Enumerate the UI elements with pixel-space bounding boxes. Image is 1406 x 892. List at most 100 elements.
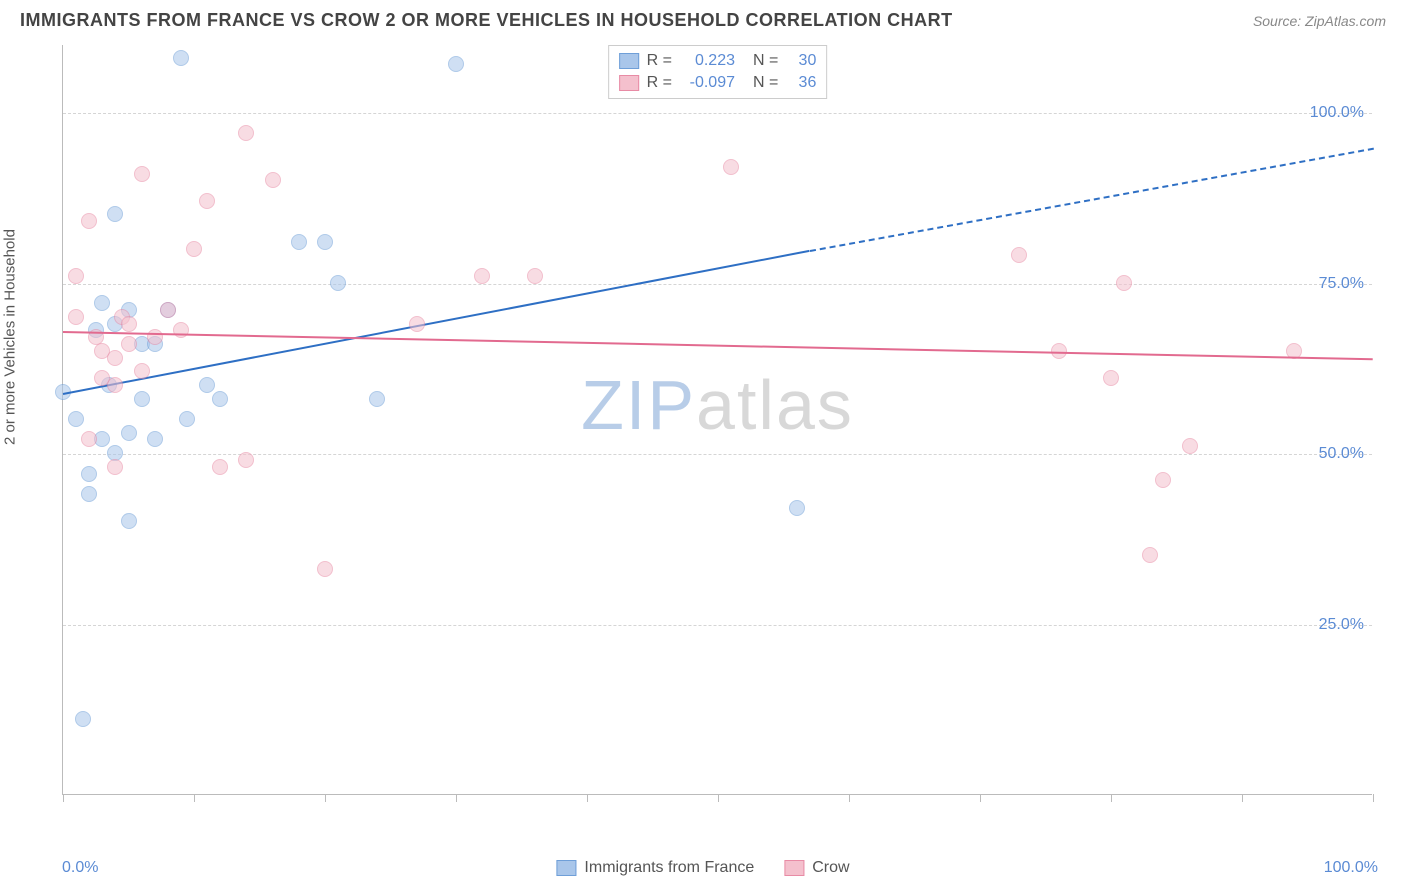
- scatter-point: [107, 459, 123, 475]
- scatter-point: [81, 431, 97, 447]
- scatter-point: [1116, 275, 1132, 291]
- scatter-point: [330, 275, 346, 291]
- scatter-point: [134, 363, 150, 379]
- scatter-point: [1142, 547, 1158, 563]
- x-tick: [718, 794, 719, 802]
- scatter-point: [107, 377, 123, 393]
- legend-correlation-row: R = -0.097 N = 36: [619, 72, 817, 94]
- chart-title: IMMIGRANTS FROM FRANCE VS CROW 2 OR MORE…: [20, 10, 953, 31]
- x-tick: [325, 794, 326, 802]
- legend-correlation-row: R = 0.223 N = 30: [619, 50, 817, 72]
- scatter-point: [121, 336, 137, 352]
- scatter-point: [199, 193, 215, 209]
- scatter-point: [369, 391, 385, 407]
- x-tick: [194, 794, 195, 802]
- scatter-point: [199, 377, 215, 393]
- x-tick: [63, 794, 64, 802]
- legend-n-value: 36: [786, 74, 816, 92]
- scatter-point: [317, 234, 333, 250]
- scatter-point: [94, 295, 110, 311]
- scatter-point: [212, 391, 228, 407]
- legend-swatch: [619, 75, 639, 91]
- scatter-point: [1011, 247, 1027, 263]
- scatter-point: [1103, 370, 1119, 386]
- chart-container: 2 or more Vehicles in Household ZIPatlas…: [20, 45, 1386, 845]
- scatter-point: [160, 302, 176, 318]
- x-tick: [587, 794, 588, 802]
- legend-swatch: [784, 860, 804, 876]
- x-tick: [1111, 794, 1112, 802]
- scatter-point: [81, 213, 97, 229]
- gridline: [63, 113, 1372, 114]
- scatter-point: [238, 452, 254, 468]
- source-attribution: Source: ZipAtlas.com: [1253, 13, 1386, 29]
- legend-swatch: [619, 53, 639, 69]
- scatter-point: [134, 391, 150, 407]
- scatter-point: [68, 268, 84, 284]
- y-tick-label: 100.0%: [1310, 104, 1364, 122]
- scatter-point: [81, 486, 97, 502]
- scatter-point: [147, 431, 163, 447]
- scatter-point: [317, 561, 333, 577]
- legend-series-item: Crow: [784, 859, 849, 877]
- scatter-plot: ZIPatlas R = 0.223 N = 30 R = -0.097 N = 36 25.…: [62, 45, 1372, 795]
- legend-series-item: Immigrants from France: [556, 859, 754, 877]
- scatter-point: [1155, 472, 1171, 488]
- y-tick-label: 25.0%: [1319, 616, 1364, 634]
- legend-series-label: Immigrants from France: [584, 859, 754, 877]
- x-axis-max-label: 100.0%: [1324, 859, 1378, 877]
- scatter-point: [173, 50, 189, 66]
- gridline: [63, 284, 1372, 285]
- legend-n-label: N =: [753, 52, 778, 70]
- regression-line: [810, 147, 1374, 251]
- legend-series-label: Crow: [812, 859, 849, 877]
- scatter-point: [134, 166, 150, 182]
- legend-r-label: R =: [647, 52, 672, 70]
- legend-n-label: N =: [753, 74, 778, 92]
- scatter-point: [409, 316, 425, 332]
- legend-r-value: 0.223: [680, 52, 735, 70]
- scatter-point: [121, 425, 137, 441]
- scatter-point: [291, 234, 307, 250]
- gridline: [63, 625, 1372, 626]
- scatter-point: [265, 172, 281, 188]
- legend-n-value: 30: [786, 52, 816, 70]
- scatter-point: [147, 329, 163, 345]
- x-tick: [1373, 794, 1374, 802]
- scatter-point: [1182, 438, 1198, 454]
- x-tick: [456, 794, 457, 802]
- scatter-point: [238, 125, 254, 141]
- scatter-point: [186, 241, 202, 257]
- watermark-part2: atlas: [696, 366, 854, 444]
- scatter-point: [723, 159, 739, 175]
- legend-correlation: R = 0.223 N = 30 R = -0.097 N = 36: [608, 45, 828, 99]
- scatter-point: [121, 513, 137, 529]
- scatter-point: [68, 411, 84, 427]
- scatter-point: [107, 350, 123, 366]
- scatter-point: [474, 268, 490, 284]
- gridline: [63, 454, 1372, 455]
- x-tick: [1242, 794, 1243, 802]
- scatter-point: [81, 466, 97, 482]
- scatter-point: [121, 316, 137, 332]
- x-tick: [980, 794, 981, 802]
- watermark: ZIPatlas: [581, 365, 854, 445]
- y-tick-label: 50.0%: [1319, 445, 1364, 463]
- scatter-point: [789, 500, 805, 516]
- legend-r-label: R =: [647, 74, 672, 92]
- regression-line: [63, 250, 810, 395]
- scatter-point: [68, 309, 84, 325]
- legend-series: Immigrants from France Crow: [556, 859, 849, 877]
- scatter-point: [527, 268, 543, 284]
- scatter-point: [448, 56, 464, 72]
- scatter-point: [173, 322, 189, 338]
- y-axis-label: 2 or more Vehicles in Household: [2, 229, 19, 445]
- scatter-point: [107, 206, 123, 222]
- scatter-point: [179, 411, 195, 427]
- watermark-part1: ZIP: [581, 366, 696, 444]
- x-axis-min-label: 0.0%: [62, 859, 98, 877]
- legend-r-value: -0.097: [680, 74, 735, 92]
- scatter-point: [212, 459, 228, 475]
- y-tick-label: 75.0%: [1319, 275, 1364, 293]
- legend-swatch: [556, 860, 576, 876]
